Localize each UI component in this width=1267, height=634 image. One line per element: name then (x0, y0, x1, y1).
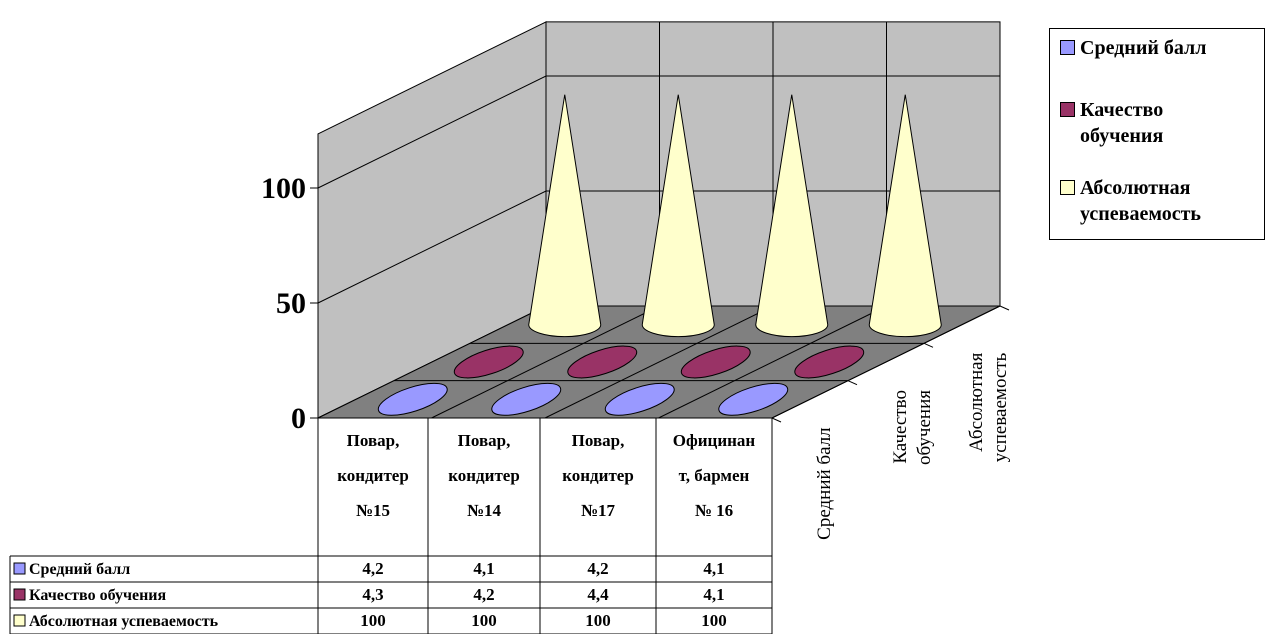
table-cell: 100 (471, 611, 497, 630)
table-cell: 4,2 (587, 559, 608, 578)
table-cell: 4,1 (703, 559, 724, 578)
floor-cat-divider-2 (544, 305, 774, 419)
cone-3-3 (755, 94, 829, 338)
y-tick-label: 0 (291, 402, 306, 435)
depth-axis-line (771, 305, 1001, 419)
legend-item: Средний балл (1060, 35, 1206, 61)
category-label: Повар, (347, 431, 400, 450)
legend-label: Средний балл (1080, 37, 1207, 59)
cone-2-2 (567, 345, 638, 379)
legend-swatch (1060, 40, 1075, 55)
cone-3-4 (868, 94, 942, 338)
cone-body (868, 94, 942, 338)
depth-axis: Средний балл Качество обучения Абсолютная ус… (814, 352, 1011, 540)
row-label: Абсолютная успеваемость (29, 613, 219, 630)
category-label: № 16 (695, 501, 733, 520)
cone-1-1 (377, 382, 448, 416)
depth-label-line: обучения (914, 390, 935, 465)
category-label: т, бармен (679, 466, 750, 485)
floor-cat-divider-1 (431, 305, 660, 419)
legend-item: Качество обучения (1060, 97, 1163, 149)
category-label: Повар, (458, 431, 511, 450)
depth-label-line: Качество (890, 390, 911, 464)
cone-base (567, 345, 638, 379)
cone-base (604, 382, 675, 416)
legend-swatch (1060, 180, 1075, 195)
row-label: Средний балл (29, 561, 130, 578)
depth-label-line: успеваемость (990, 352, 1011, 462)
depth-tick-3 (999, 305, 1010, 311)
cone-2-4 (794, 345, 865, 379)
category-label: №14 (467, 501, 502, 520)
table-cell: 4,2 (362, 559, 383, 578)
table-cell: 4,4 (587, 585, 609, 604)
cone-base (453, 345, 524, 379)
table-cell: 4,2 (473, 585, 494, 604)
depth-tick-0 (771, 417, 782, 423)
depth-label: Качество обучения (890, 390, 935, 465)
depth-label: Средний балл (814, 427, 835, 540)
data-table: Повар, кондитер №15 Повар, кондитер №14 Повар,… (9, 417, 773, 634)
legend: Средний балл Качество обучения Абсолютная ус… (1049, 28, 1265, 240)
cone-body (641, 94, 715, 338)
y-axis: 0 50 100 (261, 172, 318, 435)
depth-tick-2 (923, 342, 934, 348)
depth-label-line: Средний балл (814, 427, 835, 540)
category-label: Повар, (572, 431, 625, 450)
cone-1-3 (604, 382, 675, 416)
cone-base (377, 382, 448, 416)
table-cell: 100 (701, 611, 727, 630)
category-label: Официнан (673, 431, 756, 450)
category-label: №17 (581, 501, 616, 520)
y-tick-label: 50 (276, 287, 306, 320)
cone-2-3 (680, 345, 751, 379)
cone-3-2 (641, 94, 715, 338)
cone-1-4 (718, 382, 789, 416)
table-cell: 100 (585, 611, 611, 630)
category-label: кондитер (562, 466, 634, 485)
legend-item: Абсолютная успеваемость (1060, 175, 1201, 227)
table-cell: 4,1 (703, 585, 724, 604)
cone-base (491, 382, 562, 416)
depth-label-line: Абсолютная (966, 352, 987, 451)
table-cell: 4,1 (473, 559, 494, 578)
cone-body (755, 94, 829, 338)
cone-base (718, 382, 789, 416)
cone-1-2 (491, 382, 562, 416)
legend-swatch (1060, 102, 1075, 117)
gridline-1 (317, 190, 1000, 304)
category-label: кондитер (337, 466, 409, 485)
category-label: №15 (356, 501, 390, 520)
row-label: Качество обучения (29, 587, 167, 604)
row-swatch (13, 562, 26, 575)
table-cell: 4,3 (362, 585, 383, 604)
row-swatch (13, 588, 26, 601)
depth-tick-1 (847, 380, 858, 386)
cone-3-1 (528, 94, 602, 338)
depth-label: Абсолютная успеваемость (966, 352, 1011, 462)
row-swatch (13, 614, 26, 627)
floor-cat-divider-3 (658, 305, 887, 419)
table-cell: 100 (360, 611, 386, 630)
y-tick-label: 100 (261, 172, 306, 205)
chart-marks (377, 94, 942, 416)
legend-label: Качество обучения (1080, 99, 1164, 147)
gridline-2 (317, 75, 1000, 189)
cone-base (680, 345, 751, 379)
cone-base (794, 345, 865, 379)
cone-2-1 (453, 345, 524, 379)
legend-label: Абсолютная успеваемость (1080, 177, 1201, 225)
category-label: кондитер (448, 466, 520, 485)
cone-body (528, 94, 602, 338)
